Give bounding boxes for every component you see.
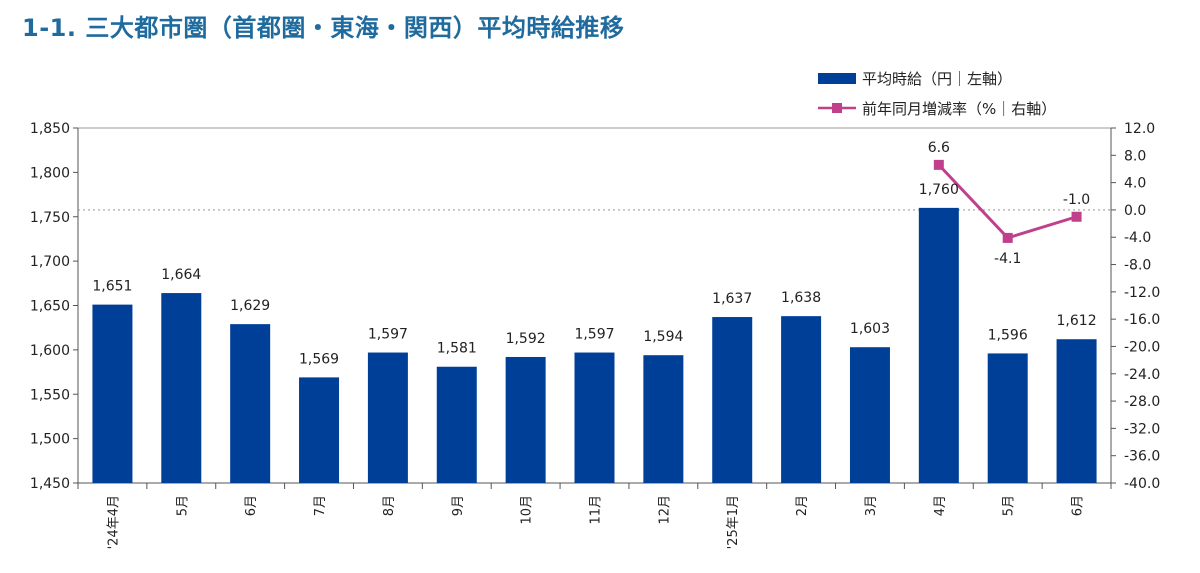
data-labels: 1,651 1,664 1,629 1,569 1,597 1,581 1,592 1,597… [92, 140, 1096, 368]
y-left-tick-label: 1,450 [30, 476, 70, 492]
y-right-tick-label: -24.0 [1124, 367, 1160, 383]
y-right-tick-label: 0.0 [1124, 203, 1146, 219]
bar [712, 317, 753, 483]
bar [92, 304, 133, 483]
bars [92, 207, 1097, 483]
bar-value-label: 1,629 [230, 298, 270, 314]
y-right-tick-label: -8.0 [1124, 258, 1151, 274]
line-series-path [937, 163, 1078, 240]
x-tick-label: 4月 [933, 495, 948, 516]
bar [436, 366, 477, 483]
bar-value-label: 1,638 [781, 290, 821, 306]
line-value-label: -1.0 [1063, 192, 1090, 208]
bar-value-label: 1,597 [574, 327, 614, 343]
y-right-tick-label: -12.0 [1124, 285, 1160, 301]
y-left-tick-label: 1,800 [30, 165, 70, 181]
x-tick-label: 12月 [657, 495, 672, 525]
y-left-tick-label: 1,650 [30, 299, 70, 315]
y-right-tick-label: -4.0 [1124, 230, 1151, 246]
bar-value-label: 1,597 [368, 327, 408, 343]
line-value-label: 6.6 [928, 140, 950, 156]
bar [987, 353, 1028, 483]
bar [299, 377, 340, 483]
x-tick-label: 8月 [382, 495, 397, 516]
line-point [1071, 211, 1082, 222]
bar [1056, 339, 1097, 483]
legend-bar-swatch [818, 73, 856, 84]
y-left-tick-label: 1,750 [30, 210, 70, 226]
x-tick-label: 5月 [175, 495, 190, 516]
bar [574, 352, 615, 483]
bar-value-label: 1,592 [506, 331, 546, 347]
y-left-tick-label: 1,600 [30, 343, 70, 359]
y-right-tick-label: -36.0 [1124, 449, 1160, 465]
line-point [933, 159, 944, 170]
legend: 平均時給（円｜左軸） 前年同月増減率（%｜右軸） [818, 70, 1056, 118]
bar-value-label: 1,760 [919, 182, 959, 198]
y-left-tick-label: 1,550 [30, 387, 70, 403]
x-tick-label: 5月 [1002, 495, 1017, 516]
bar [505, 356, 546, 483]
bar-value-label: 1,569 [299, 351, 339, 367]
legend-line-marker [832, 103, 842, 113]
axes: 1,850 1,800 1,750 1,700 1,650 1,600 1,550 1,500… [30, 121, 1160, 549]
y-right-tick-label: -40.0 [1124, 476, 1160, 492]
bar [367, 352, 408, 483]
bar [161, 293, 202, 483]
y-right-tick-label: -20.0 [1124, 339, 1160, 355]
x-tick-label: 9月 [451, 495, 466, 516]
x-tick-label: '24年4月 [106, 495, 121, 549]
bar-value-label: 1,612 [1057, 313, 1097, 329]
y-right-tick-label: 12.0 [1124, 121, 1155, 137]
y-right-tick-label: -32.0 [1124, 421, 1160, 437]
x-tick-label: '25年1月 [726, 495, 741, 549]
bar-value-label: 1,603 [850, 321, 890, 337]
bar [849, 347, 890, 483]
bar [781, 316, 822, 483]
bar-value-label: 1,594 [643, 329, 683, 345]
y-left-tick-label: 1,700 [30, 254, 70, 270]
bar [230, 324, 271, 483]
legend-line-label: 前年同月増減率（%｜右軸） [862, 100, 1056, 118]
bar [918, 207, 959, 483]
line-value-label: -4.1 [994, 251, 1021, 267]
x-tick-label: 10月 [520, 495, 535, 525]
y-right-tick-label: 4.0 [1124, 176, 1146, 192]
bar-value-label: 1,651 [92, 279, 132, 295]
y-left-tick-label: 1,500 [30, 432, 70, 448]
x-tick-label: 7月 [313, 495, 328, 516]
bar-value-label: 1,581 [437, 341, 477, 357]
y-right-tick-label: -28.0 [1124, 394, 1160, 410]
page-title: 1-1. 三大都市圏（首都圏・東海・関西）平均時給推移 [22, 14, 625, 42]
bar [643, 355, 684, 483]
line-point [1002, 232, 1013, 243]
x-tick-label: 6月 [1071, 495, 1086, 516]
x-tick-label: 11月 [589, 495, 604, 525]
line-series [933, 159, 1082, 243]
x-tick-label: 2月 [795, 495, 810, 516]
legend-bar-label: 平均時給（円｜左軸） [862, 70, 1012, 88]
y-right-tick-label: 8.0 [1124, 148, 1146, 164]
y-left-tick-label: 1,850 [30, 121, 70, 137]
bar-value-label: 1,664 [161, 267, 201, 283]
x-tick-label: 3月 [864, 495, 879, 516]
y-right-tick-label: -16.0 [1124, 312, 1160, 328]
bar-value-label: 1,596 [988, 327, 1028, 343]
bar-value-label: 1,637 [712, 291, 752, 307]
x-tick-label: 6月 [244, 495, 259, 516]
